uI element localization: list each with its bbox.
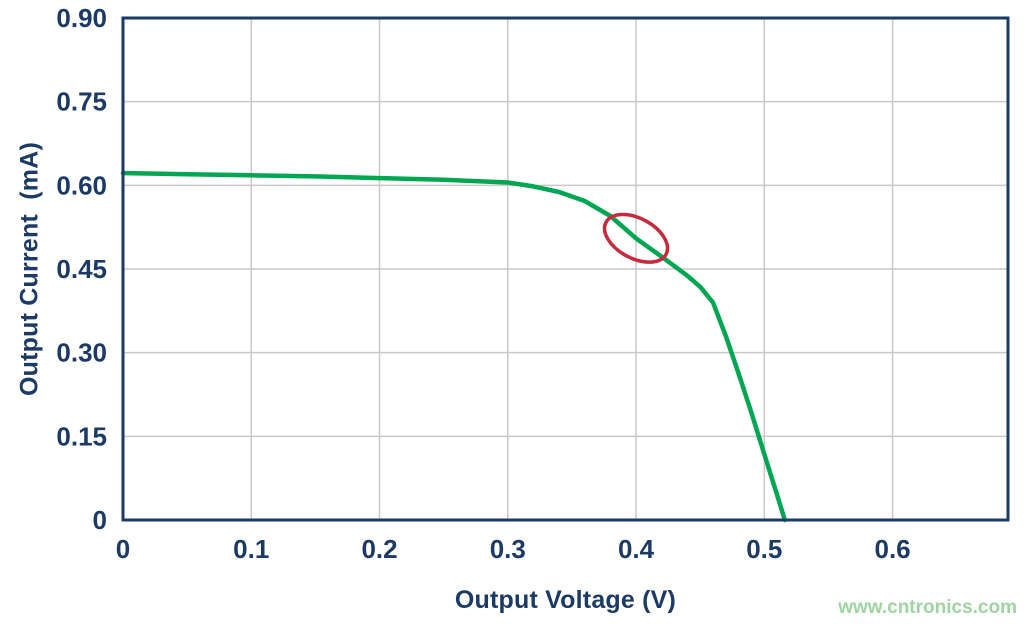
y-axis-label: Output Current (mA)	[15, 142, 44, 396]
y-tick-label: 0.75	[56, 87, 107, 117]
x-tick-label: 0.3	[490, 534, 526, 564]
y-tick-label: 0.60	[56, 170, 107, 200]
watermark: www.cntronics.com	[838, 597, 1017, 618]
plot-frame	[121, 16, 1010, 522]
y-tick-label: 0.15	[56, 421, 107, 451]
x-tick-label: 0.2	[361, 534, 397, 564]
x-tick-label: 0.1	[233, 534, 269, 564]
mpp-ellipse-annotation	[602, 212, 670, 264]
x-tick-label: 0.5	[746, 534, 782, 564]
y-tick-label: 0	[93, 505, 107, 535]
y-tick-label: 0.30	[56, 338, 107, 368]
iv-curve-line	[120, 170, 788, 523]
x-tick-label: 0	[116, 534, 130, 564]
y-tick-label: 0.45	[56, 254, 107, 284]
x-tick-label: 0.4	[618, 534, 655, 564]
y-tick-label: 0.90	[56, 3, 107, 33]
x-tick-label: 0.6	[874, 534, 910, 564]
x-axis-label: Output Voltage (V)	[454, 586, 677, 614]
